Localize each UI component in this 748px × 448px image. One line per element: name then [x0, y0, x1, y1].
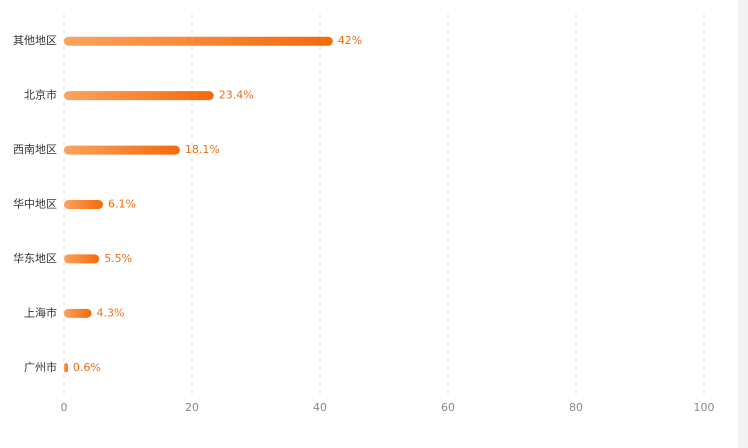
bar [64, 91, 214, 101]
bar [64, 363, 68, 373]
y-tick-label: 上海市 [24, 305, 57, 319]
y-tick-label: 华中地区 [13, 197, 57, 211]
bar [64, 145, 180, 155]
value-label: 4.3% [97, 306, 125, 319]
bar [64, 254, 100, 264]
value-label: 5.5% [104, 252, 132, 265]
scrollbar-track [738, 0, 748, 448]
y-tick-label: 广州市 [24, 360, 57, 374]
x-tick-label: 40 [313, 401, 327, 414]
value-label: 18.1% [185, 143, 220, 156]
y-tick-label: 西南地区 [13, 143, 57, 156]
value-label: 42% [338, 34, 362, 47]
bar [64, 36, 333, 46]
x-tick-label: 60 [441, 401, 455, 414]
y-tick-label: 华东地区 [13, 251, 57, 265]
bar [64, 200, 104, 209]
x-tick-label: 20 [185, 401, 199, 414]
value-label: 0.6% [73, 361, 101, 374]
value-label: 23.4% [219, 89, 254, 102]
value-label: 6.1% [108, 198, 136, 211]
x-tick-label: 80 [569, 401, 583, 414]
y-tick-label: 北京市 [24, 88, 57, 102]
x-tick-label: 0 [61, 401, 68, 414]
y-tick-label: 其他地区 [13, 34, 57, 47]
bar [64, 308, 92, 318]
x-tick-label: 100 [694, 401, 715, 414]
